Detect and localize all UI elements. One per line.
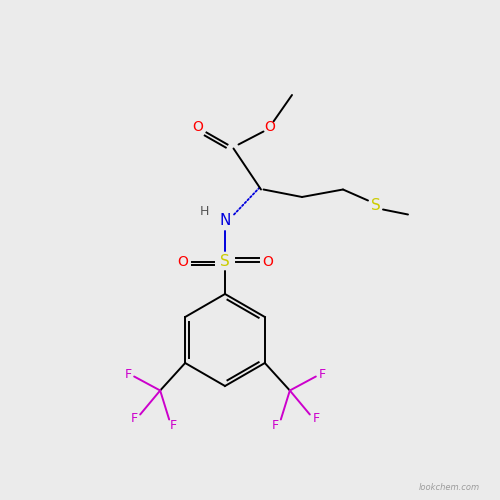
Text: F: F [170,419,176,432]
Text: O: O [262,254,273,268]
Text: N: N [220,213,230,228]
Text: S: S [220,254,230,269]
Text: O: O [264,120,275,134]
Text: lookchem.com: lookchem.com [419,484,480,492]
Text: O: O [177,254,188,268]
Text: F: F [312,412,320,425]
Text: F: F [318,368,326,380]
Text: F: F [272,419,278,432]
Text: F: F [124,368,132,380]
Text: S: S [370,198,380,213]
Text: F: F [130,412,138,425]
Text: H: H [200,205,208,218]
Text: O: O [192,120,203,134]
